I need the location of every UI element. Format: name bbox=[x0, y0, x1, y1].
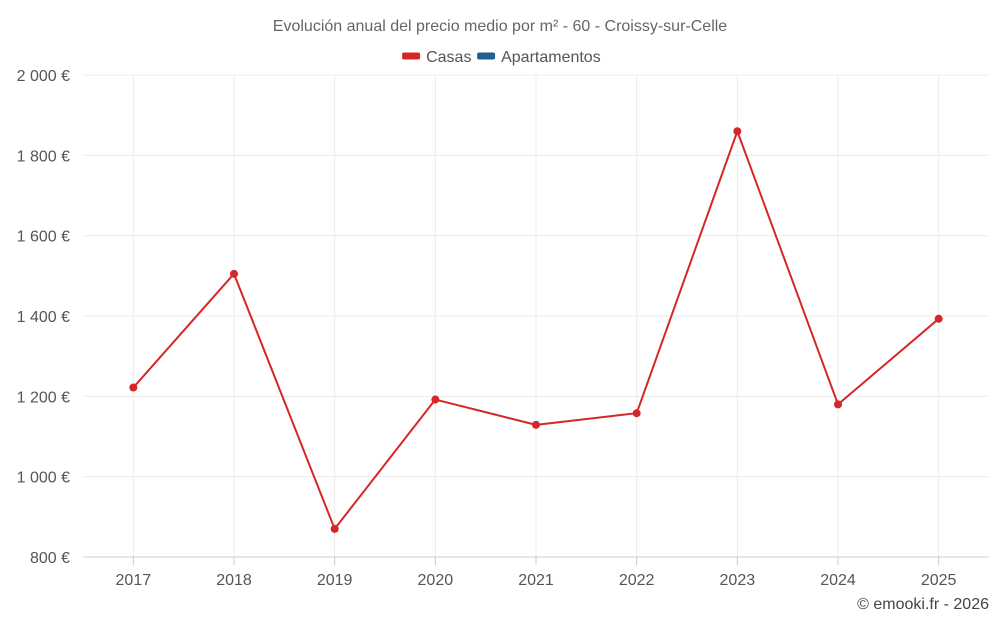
credit-text: © emooki.fr - 2026 bbox=[857, 596, 989, 613]
y-tick-label: 1 600 € bbox=[17, 229, 70, 246]
legend-label: Apartamentos bbox=[501, 49, 601, 66]
x-axis-ticks: 2017 2018 2019 2020 2021 2022 2023 2024 2025 bbox=[116, 572, 957, 589]
data-point[interactable] bbox=[632, 409, 641, 418]
data-point[interactable] bbox=[934, 314, 943, 323]
x-tick-label: 2020 bbox=[418, 572, 454, 589]
y-tick-label: 1 400 € bbox=[17, 309, 70, 326]
y-tick-label: 1 800 € bbox=[17, 148, 70, 165]
x-tick-label: 2025 bbox=[921, 572, 957, 589]
data-point[interactable] bbox=[230, 269, 238, 278]
axes bbox=[83, 556, 989, 565]
legend-item-apartamentos[interactable]: Apartamentos bbox=[477, 49, 601, 66]
y-tick-label: 800 € bbox=[30, 550, 70, 567]
legend-swatch bbox=[402, 52, 421, 60]
data-point[interactable] bbox=[834, 400, 842, 409]
chart-title: Evolución anual del precio medio por m² … bbox=[273, 18, 728, 35]
legend: Casas Apartamentos bbox=[402, 49, 601, 66]
y-axis-ticks: 800 € 1 000 € 1 200 € 1 400 € 1 600 € 1 800 €… bbox=[17, 68, 70, 567]
x-tick-label: 2017 bbox=[116, 572, 152, 589]
data-point[interactable] bbox=[532, 420, 540, 429]
x-tick-label: 2022 bbox=[619, 572, 655, 589]
data-point[interactable] bbox=[129, 383, 138, 392]
legend-label: Casas bbox=[426, 49, 471, 66]
legend-swatch bbox=[477, 52, 496, 60]
legend-item-casas[interactable]: Casas bbox=[402, 49, 471, 66]
x-tick-label: 2023 bbox=[720, 572, 756, 589]
y-tick-label: 1 000 € bbox=[17, 470, 70, 487]
data-point[interactable] bbox=[431, 395, 440, 404]
data-point[interactable] bbox=[733, 127, 742, 136]
x-tick-label: 2024 bbox=[820, 572, 856, 589]
x-tick-label: 2019 bbox=[317, 572, 353, 589]
series-layer bbox=[129, 127, 943, 533]
data-point[interactable] bbox=[330, 524, 339, 533]
x-tick-label: 2021 bbox=[518, 572, 554, 589]
y-tick-label: 1 200 € bbox=[17, 389, 70, 406]
y-tick-label: 2 000 € bbox=[17, 68, 70, 85]
grid bbox=[83, 74, 989, 557]
x-tick-label: 2018 bbox=[216, 572, 252, 589]
